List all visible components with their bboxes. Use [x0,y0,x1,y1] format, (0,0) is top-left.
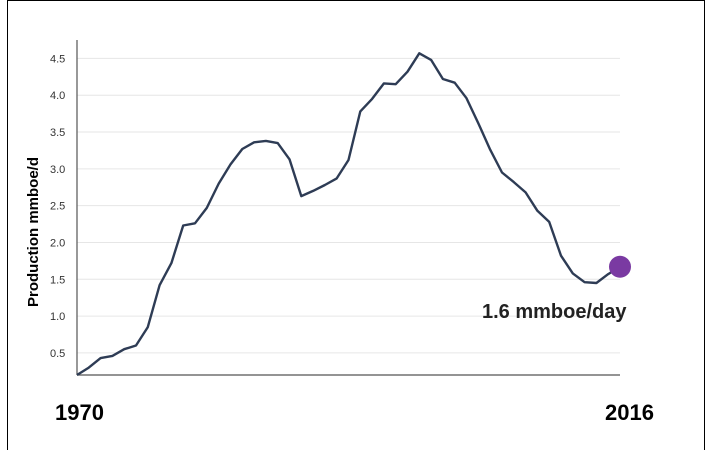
chart-frame [7,0,705,450]
y-tick-label: 2.0 [50,237,65,249]
y-tick-label: 0.5 [50,348,65,360]
x-end-label: 2016 [605,400,654,425]
y-axis-label: Production mmboe/d [25,157,42,307]
y-tick-label: 1.5 [50,274,65,286]
y-tick-label: 2.5 [50,201,65,213]
y-tick-label: 1.0 [50,311,65,323]
y-tick-label: 3.5 [50,127,65,139]
production-series-line [76,52,621,377]
endpoint-annotation: 1.6 mmboe/day [482,301,627,323]
x-start-label: 1970 [55,400,104,425]
endpoint-marker [609,255,631,278]
y-tick-label: 4.0 [50,90,65,102]
y-axis-ticks: 0.5 1.0 1.5 2.0 2.5 3.0 3.5 4.0 4.5 [50,53,65,360]
y-tick-label: 3.0 [50,164,65,176]
gridlines [77,57,620,354]
y-tick-label: 4.5 [50,53,65,65]
